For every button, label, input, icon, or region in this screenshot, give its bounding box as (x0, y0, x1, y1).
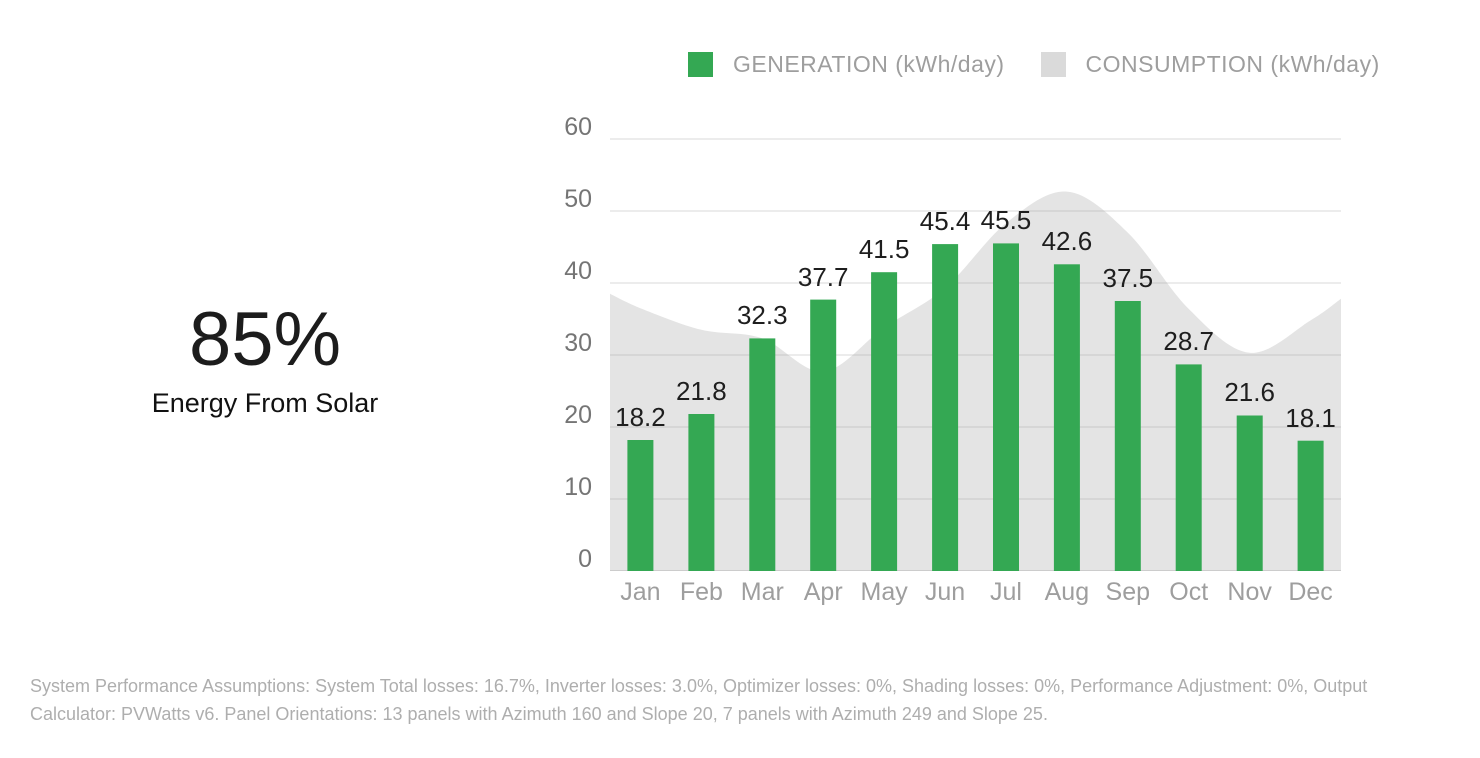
generation-bar-jul[interactable] (993, 243, 1019, 571)
generation-bar-aug[interactable] (1053, 264, 1080, 571)
consumption-area-series[interactable] (610, 191, 1341, 571)
y-tick-label-10: 10 (564, 473, 592, 501)
chart-legend: GENERATION (kWh/day) CONSUMPTION (kWh/da… (688, 51, 1416, 78)
generation-bar-mar[interactable] (749, 338, 776, 571)
x-tick-label-nov: Nov (1227, 578, 1272, 606)
generation-bar-jan[interactable] (627, 440, 654, 571)
x-tick-label-oct: Oct (1169, 578, 1209, 606)
generation-bar-feb[interactable] (688, 414, 715, 571)
y-tick-label-30: 30 (564, 329, 592, 357)
generation-bar-oct[interactable] (1175, 364, 1202, 571)
x-tick-label-sep: Sep (1105, 578, 1151, 606)
legend-item-consumption: CONSUMPTION (kWh/day) (1040, 51, 1380, 78)
generation-swatch-icon (688, 52, 713, 77)
y-tick-label-0: 0 (578, 545, 592, 573)
x-tick-label-jun: Jun (924, 578, 966, 606)
x-tick-label-aug: Aug (1044, 578, 1090, 606)
x-tick-label-feb: Feb (679, 578, 723, 606)
footnote-line-2: Calculator: PVWatts v6. Panel Orientatio… (30, 704, 1048, 724)
x-tick-label-mar: Mar (740, 578, 784, 606)
x-tick-label-dec: Dec (1288, 578, 1333, 606)
legend-item-generation: GENERATION (kWh/day) (688, 51, 1005, 78)
y-tick-label-60: 60 (564, 113, 592, 141)
x-tick-label-jan: Jan (620, 578, 661, 606)
generation-bar-dec[interactable] (1297, 440, 1324, 571)
assumptions-footnote: System Performance Assumptions: System T… (30, 672, 1460, 728)
generation-bar-sep[interactable] (1114, 301, 1141, 571)
solar-offset-stat: 85% Energy From Solar (60, 297, 470, 419)
chart-plot-area (610, 138, 1341, 572)
x-tick-label-apr: Apr (803, 578, 843, 606)
y-tick-label-20: 20 (564, 401, 592, 429)
consumption-swatch-icon (1040, 52, 1066, 77)
legend-label-generation: GENERATION (kWh/day) (733, 51, 1005, 77)
y-tick-label-40: 40 (564, 257, 592, 285)
generation-bar-jun[interactable] (932, 244, 959, 571)
x-tick-label-may: May (860, 578, 908, 606)
solar-offset-label: Energy From Solar (151, 388, 379, 418)
y-tick-label-50: 50 (564, 185, 592, 213)
generation-bar-apr[interactable] (810, 299, 837, 571)
footnote-line-1: System Performance Assumptions: System T… (30, 676, 1368, 696)
legend-label-consumption: CONSUMPTION (kWh/day) (1085, 51, 1380, 77)
x-tick-label-jul: Jul (989, 578, 1022, 606)
generation-bar-may[interactable] (871, 272, 898, 571)
generation-bar-nov[interactable] (1236, 415, 1263, 572)
solar-offset-percentage: 85% (188, 297, 342, 382)
